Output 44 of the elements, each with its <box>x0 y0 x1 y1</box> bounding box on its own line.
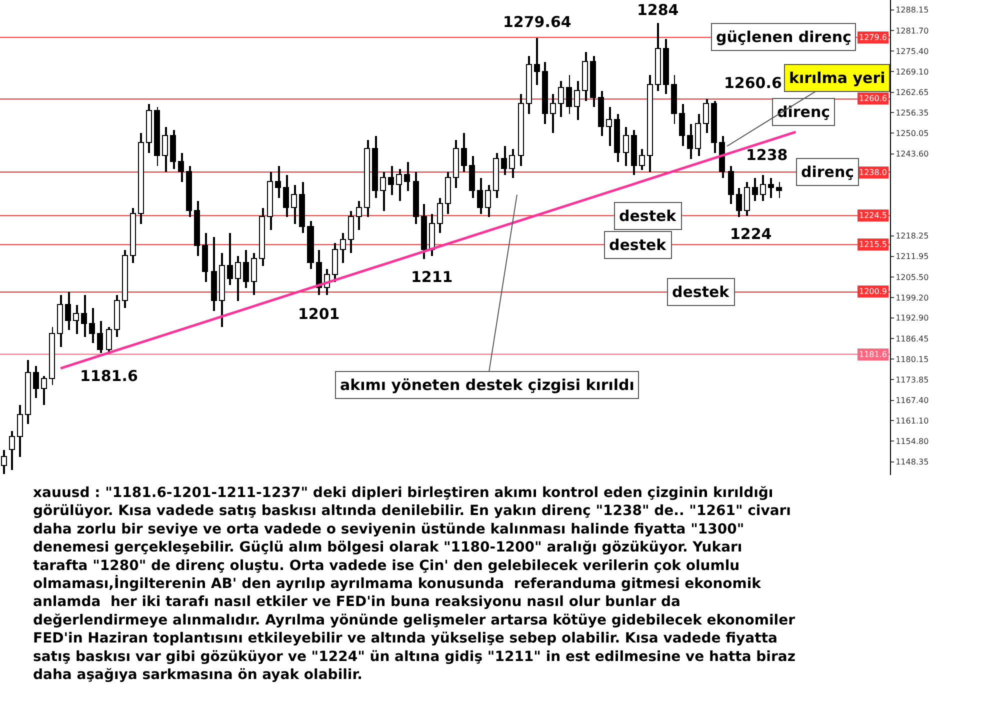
y-tick-label: 1275.40 <box>896 46 929 56</box>
annotation: 1224 <box>730 225 772 243</box>
y-tick-label: 1205.50 <box>896 272 929 282</box>
annotation: 1279.64 <box>503 13 572 31</box>
y-tick-label: 1211.95 <box>896 252 929 262</box>
y-tick-label: 1262.65 <box>896 88 929 98</box>
y-tick-label: 1256.35 <box>896 108 929 118</box>
annotation: 1201 <box>298 305 340 323</box>
annotation: akımı yöneten destek çizgisi kırıldı <box>340 376 634 394</box>
y-tick-label: 1186.45 <box>896 334 929 344</box>
ref-line-label: 1181.6 <box>859 350 887 359</box>
annotation: 1181.6 <box>80 367 138 385</box>
y-tick-label: 1218.25 <box>896 232 929 241</box>
annotation: güçlenen direnç <box>716 28 852 46</box>
y-tick-label: 1148.35 <box>896 458 929 467</box>
ref-line-label: 1279.6 <box>859 33 887 42</box>
annotation: 1211 <box>411 268 453 286</box>
annotation: direnç <box>801 163 854 181</box>
y-tick-label: 1161.10 <box>896 416 929 426</box>
annotation: 1260.6 <box>724 74 782 92</box>
y-tick-label: 1250.05 <box>896 128 929 138</box>
annotation: destek <box>672 283 730 301</box>
y-tick-label: 1199.20 <box>896 293 929 302</box>
y-tick-label: 1154.80 <box>896 436 929 446</box>
ref-line-label: 1238.0 <box>859 168 887 177</box>
y-tick-label: 1192.90 <box>896 314 929 323</box>
y-tick-label: 1180.15 <box>896 354 929 364</box>
ref-line-label: 1200.9 <box>859 287 887 296</box>
ref-line-label: 1215.5 <box>859 240 887 249</box>
annotation: 1284 <box>637 1 679 19</box>
annotation: 1238 <box>746 146 788 164</box>
text: xauusd : "1181.6-1201-1211-1237" deki dipleri birleştiren akımı kontrol eden çizginin kırıldığı görülüyor. Kısa vadede satış baskısı altında denilebilir. En yakın direnç "1238" de.. "1261" civarı daha zorlu bir seviye ve orta vadede o seviyenin üstünde kalınması halinde fiyatta "1300" denemesi gerçekleşebilir. Güçlü alım bölgesi olarak "1180-1200" aralığı gözüküyor. Yukarı tarafta "1280" de direnç oluştu. Orta vadede ise Çin' den gelebilecek verilerin çok olumlu olmaması,İngilterenin AB' den ayrılıp ayrılmama konusunda referanduma gitmesi ekonomik anlamda her iki tarafı nasıl etkiler ve FED'in buna reaksiyonu nasıl olur bunlar da değerlendirmeye alınmalıdır. Ayrılma yönünde gelişmeler artarsa kötüye gidebilecek ekonomiler FED'in Haziran toplantısını etkileyebilir ve altında yükselişe sebep olabilir. Kısa vadede fiyatta satış baskısı var gibi gözüküyor ve "1224" ün altına gidiş "1211" in est edilmesine ve hatta biraz daha aşağıya sarkmasına ön ayak olabilir. <box>33 485 796 683</box>
y-tick-label: 1281.70 <box>896 26 929 36</box>
ref-line-label: 1260.6 <box>859 94 887 103</box>
annotation: destek <box>619 207 678 225</box>
y-tick-label: 1269.10 <box>896 67 929 76</box>
y-tick-label: 1243.60 <box>896 150 929 159</box>
y-tick-label: 1167.40 <box>896 396 929 406</box>
ref-line-label: 1224.5 <box>859 211 887 220</box>
annotation: destek <box>609 236 668 254</box>
annotation: kırılma yeri <box>789 69 886 87</box>
y-tick-label: 1173.85 <box>896 375 929 384</box>
annotation: direnç <box>777 103 830 121</box>
y-tick-label: 1288.15 <box>896 6 929 15</box>
